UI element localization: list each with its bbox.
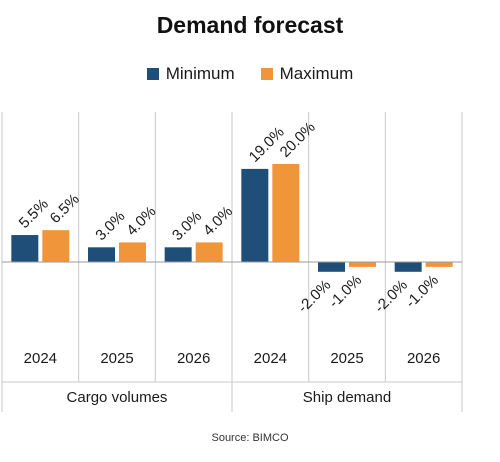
legend-label-maximum: Maximum bbox=[279, 64, 354, 83]
data-label: 6.5% bbox=[47, 191, 83, 227]
source-note: Source: BIMCO bbox=[211, 432, 289, 444]
x-tick-label: 2024 bbox=[24, 350, 57, 367]
group-label: Cargo volumes bbox=[67, 389, 168, 406]
bar-maximum-2024 bbox=[42, 230, 70, 262]
legend-item-minimum: Minimum bbox=[146, 64, 235, 84]
data-label: 3.0% bbox=[169, 208, 205, 244]
data-label: -1.0% bbox=[402, 272, 442, 312]
legend-label-minimum: Minimum bbox=[165, 64, 235, 83]
legend-swatch-maximum bbox=[260, 68, 273, 80]
legend-item-maximum: Maximum bbox=[260, 64, 354, 84]
data-label: 4.0% bbox=[123, 203, 159, 239]
data-label: 5.5% bbox=[16, 196, 52, 232]
bar-maximum-2025 bbox=[119, 242, 146, 262]
data-label: 4.0% bbox=[200, 203, 236, 239]
bar-minimum-2025 bbox=[88, 247, 115, 262]
bar-maximum-2024 bbox=[272, 164, 300, 262]
legend: Minimum Maximum bbox=[0, 64, 500, 84]
group-label: Ship demand bbox=[303, 389, 391, 406]
bar-minimum-2024 bbox=[241, 168, 269, 262]
bar-maximum-2025 bbox=[349, 262, 376, 267]
bar-maximum-2026 bbox=[195, 242, 223, 262]
bar-minimum-2025 bbox=[318, 262, 345, 272]
data-label: 3.0% bbox=[92, 208, 128, 244]
x-tick-label: 2026 bbox=[177, 350, 210, 367]
bar-minimum-2026 bbox=[164, 247, 192, 262]
bar-maximum-2026 bbox=[425, 262, 453, 267]
x-tick-label: 2025 bbox=[330, 350, 363, 367]
x-tick-label: 2024 bbox=[254, 350, 287, 367]
x-tick-label: 2025 bbox=[100, 350, 133, 367]
bar-minimum-2026 bbox=[394, 262, 422, 272]
bar-minimum-2024 bbox=[11, 235, 39, 262]
x-tick-label: 2026 bbox=[407, 350, 440, 367]
legend-swatch-minimum bbox=[146, 68, 159, 80]
chart-title: Demand forecast bbox=[156, 12, 344, 38]
data-label: -1.0% bbox=[326, 272, 366, 312]
